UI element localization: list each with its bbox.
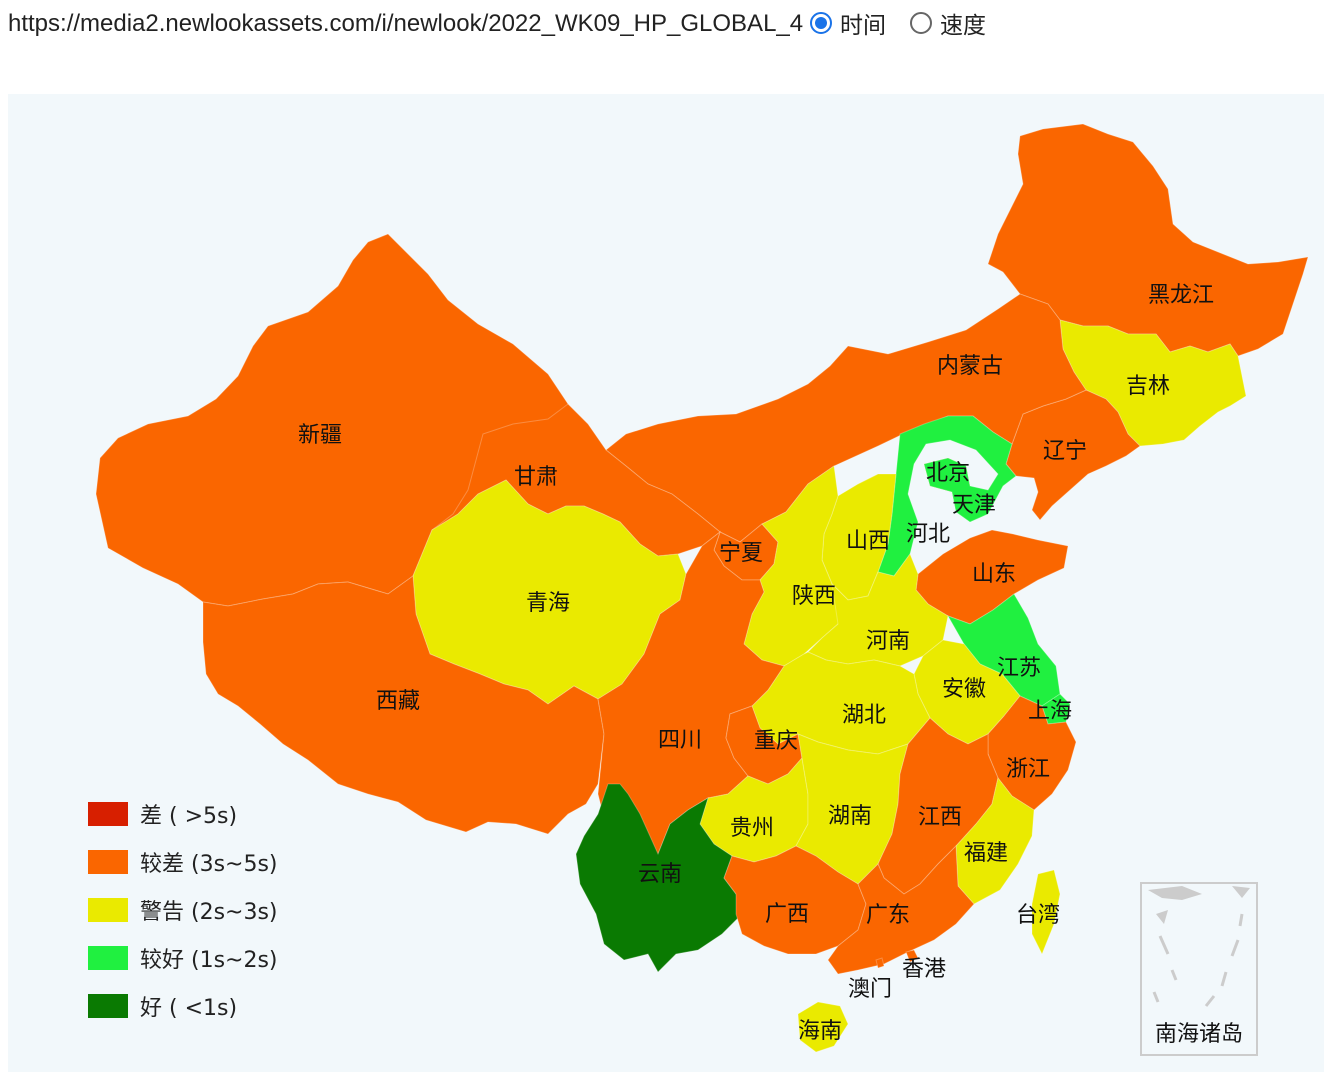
radio-button-speed[interactable] — [910, 12, 932, 34]
province-label: 新疆 — [298, 423, 342, 448]
province-label: 重庆 — [754, 729, 798, 754]
province-label: 四川 — [658, 728, 702, 753]
province-label: 河北 — [906, 522, 950, 547]
inset-label: 南海诸岛 — [1154, 1022, 1243, 1047]
legend-item-warning[interactable]: 警告 (2s~3s) — [88, 886, 278, 934]
province-label: 上海 — [1028, 699, 1072, 724]
province-label: 山东 — [972, 562, 1016, 587]
province-label: 台湾 — [1016, 903, 1060, 928]
province-label: 甘肃 — [514, 465, 558, 490]
province-label: 海南 — [798, 1019, 842, 1044]
province-label: 河南 — [866, 629, 910, 654]
legend-item-fair[interactable]: 较差 (3s~5s) — [88, 838, 278, 886]
province-label: 贵州 — [730, 816, 774, 841]
province-label: 辽宁 — [1043, 439, 1087, 464]
legend-item-poor[interactable]: 差 ( >5s) — [88, 790, 278, 838]
legend-swatch-warning — [88, 898, 128, 922]
legend-label-poor: 差 ( >5s) — [140, 804, 238, 829]
province-河南[interactable] — [807, 552, 949, 667]
province-label: 福建 — [964, 841, 1008, 866]
province-label: 安徽 — [942, 677, 986, 702]
province-label: 香港 — [902, 957, 946, 982]
province-label: 江苏 — [997, 656, 1041, 681]
province-浙江[interactable] — [987, 695, 1077, 811]
legend-swatch-fair — [88, 850, 128, 874]
map-panel: 黑龙江吉林辽宁 内蒙古新疆甘肃宁夏青海西藏 北京天津 河北 山西山东陕西河南江苏 安徽上海… — [8, 94, 1324, 1072]
legend-label-warning: 警告 (2s~3s) — [140, 900, 278, 925]
legend-label-good: 较好 (1s~2s) — [140, 948, 278, 973]
legend-label-excellent: 好 ( <1s) — [140, 996, 238, 1021]
inset-islands — [1148, 886, 1250, 1007]
province-label: 江西 — [918, 805, 962, 830]
province-label: 山西 — [846, 529, 890, 554]
province-label: 天津 — [952, 493, 996, 518]
province-内蒙古[interactable] — [605, 293, 1087, 543]
legend-item-excellent[interactable]: 好 ( <1s) — [88, 982, 278, 1030]
province-label: 浙江 — [1006, 757, 1050, 782]
legend-item-good[interactable]: 较好 (1s~2s) — [88, 934, 278, 982]
legend-label-fair: 较差 (3s~5s) — [140, 852, 278, 877]
page-url: https://media2.newlookassets.com/i/newlo… — [8, 10, 804, 37]
radio-speed[interactable]: 速度 — [910, 6, 986, 40]
province-福建[interactable] — [955, 776, 1035, 905]
province-label: 广东 — [866, 903, 910, 928]
province-label: 广西 — [765, 902, 809, 927]
province-label: 云南 — [638, 862, 682, 887]
province-label: 北京 — [926, 461, 970, 486]
south-china-sea-inset: 南海诸岛 — [1140, 882, 1258, 1056]
legend-swatch-excellent — [88, 994, 128, 1018]
province-label: 湖北 — [842, 703, 886, 728]
province-label: 陕西 — [792, 584, 836, 609]
radio-time[interactable]: 时间 — [810, 6, 886, 40]
province-label: 青海 — [526, 591, 570, 616]
province-澳门[interactable] — [875, 957, 885, 969]
top-bar: https://media2.newlookassets.com/i/newlo… — [0, 0, 1324, 50]
province-香港[interactable] — [905, 949, 919, 963]
radio-label-time: 时间 — [840, 13, 886, 39]
province-河北[interactable] — [877, 415, 1017, 577]
province-label: 湖南 — [828, 804, 872, 829]
province-label: 澳门 — [848, 977, 892, 1002]
province-海南[interactable] — [797, 1001, 849, 1053]
province-label: 西藏 — [376, 689, 420, 714]
province-辽宁[interactable] — [1005, 389, 1141, 521]
province-label: 吉林 — [1126, 374, 1170, 399]
province-label: 黑龙江 — [1148, 283, 1214, 308]
legend-swatch-poor — [88, 802, 128, 826]
province-台湾[interactable] — [1031, 869, 1061, 956]
province-西藏[interactable] — [202, 575, 605, 835]
radio-button-time[interactable] — [810, 12, 832, 34]
province-label: 内蒙古 — [937, 354, 1003, 379]
province-广东[interactable] — [827, 844, 975, 975]
radio-label-speed: 速度 — [940, 13, 986, 39]
legend-swatch-good — [88, 946, 128, 970]
map-shapes — [95, 123, 1309, 1053]
legend: 差 ( >5s) 较差 (3s~5s) 警告 (2s~3s) 较好 (1s~2s… — [88, 790, 278, 1030]
province-label: 宁夏 — [719, 541, 763, 566]
